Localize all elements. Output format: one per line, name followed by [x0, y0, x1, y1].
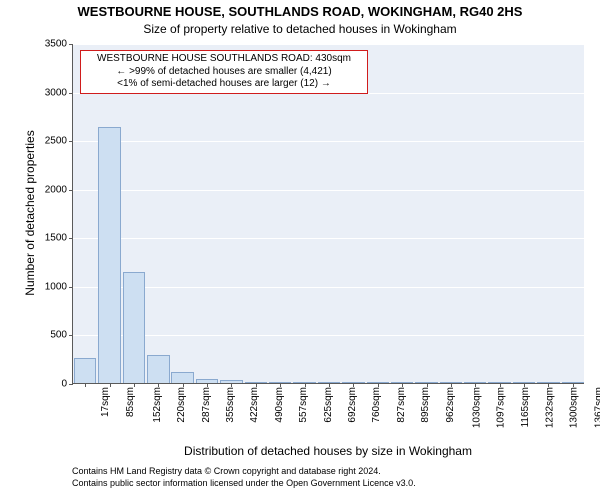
xtick-label: 1300sqm — [569, 387, 580, 428]
xtick-mark — [402, 383, 403, 387]
ytick-label: 2500 — [45, 136, 67, 147]
plot-wrap: 050010001500200025003000350017sqm85sqm15… — [72, 44, 584, 384]
xtick-mark — [305, 383, 306, 387]
annotation-box: WESTBOURNE HOUSE SOUTHLANDS ROAD: 430sqm… — [80, 50, 368, 94]
xtick-mark — [183, 383, 184, 387]
xtick-mark — [134, 383, 135, 387]
xtick-mark — [548, 383, 549, 387]
xtick-mark — [110, 383, 111, 387]
xtick-label: 220sqm — [176, 387, 187, 423]
gridline — [73, 44, 584, 45]
ytick-mark — [69, 44, 73, 45]
ytick-mark — [69, 335, 73, 336]
gridline — [73, 190, 584, 191]
xtick-mark — [256, 383, 257, 387]
xtick-label: 152sqm — [152, 387, 163, 423]
xtick-mark — [378, 383, 379, 387]
xtick-label: 422sqm — [249, 387, 260, 423]
xtick-mark — [427, 383, 428, 387]
xtick-label: 962sqm — [444, 387, 455, 423]
x-axis-title: Distribution of detached houses by size … — [72, 444, 584, 458]
xtick-label: 490sqm — [274, 387, 285, 423]
ytick-mark — [69, 238, 73, 239]
chart-container: { "title": "WESTBOURNE HOUSE, SOUTHLANDS… — [0, 0, 600, 500]
xtick-label: 1097sqm — [496, 387, 507, 428]
xtick-mark — [500, 383, 501, 387]
xtick-label: 85sqm — [125, 387, 136, 417]
xtick-mark — [524, 383, 525, 387]
xtick-label: 760sqm — [371, 387, 382, 423]
ytick-label: 1000 — [45, 281, 67, 292]
xtick-mark — [353, 383, 354, 387]
xtick-mark — [475, 383, 476, 387]
xtick-mark — [85, 383, 86, 387]
gridline — [73, 238, 584, 239]
footer-line-2: Contains public sector information licen… — [72, 478, 416, 488]
xtick-label: 692sqm — [347, 387, 358, 423]
ytick-mark — [69, 141, 73, 142]
gridline — [73, 335, 584, 336]
xtick-mark — [231, 383, 232, 387]
gridline — [73, 141, 584, 142]
bar — [147, 355, 169, 383]
xtick-mark — [280, 383, 281, 387]
chart-subtitle: Size of property relative to detached ho… — [0, 22, 600, 36]
bar — [74, 358, 96, 383]
ytick-mark — [69, 190, 73, 191]
bar — [123, 272, 145, 383]
xtick-label: 1165sqm — [520, 387, 531, 427]
xtick-mark — [329, 383, 330, 387]
xtick-label: 827sqm — [396, 387, 407, 423]
xtick-label: 625sqm — [322, 387, 333, 423]
ytick-mark — [69, 287, 73, 288]
ytick-label: 3000 — [45, 87, 67, 98]
xtick-mark — [207, 383, 208, 387]
xtick-label: 557sqm — [298, 387, 309, 423]
ytick-mark — [69, 93, 73, 94]
xtick-label: 355sqm — [225, 387, 236, 423]
annotation-line-3: <1% of semi-detached houses are larger (… — [85, 78, 363, 91]
ytick-label: 500 — [50, 330, 67, 341]
xtick-mark — [573, 383, 574, 387]
ytick-label: 3500 — [45, 39, 67, 50]
xtick-mark — [158, 383, 159, 387]
bar — [171, 372, 193, 383]
xtick-label: 17sqm — [100, 387, 111, 417]
xtick-label: 1367sqm — [593, 387, 600, 428]
ytick-label: 1500 — [45, 233, 67, 244]
y-axis-title: Number of detached properties — [23, 113, 37, 313]
ytick-mark — [69, 384, 73, 385]
plot-area: 050010001500200025003000350017sqm85sqm15… — [72, 44, 584, 384]
annotation-line-2: ← >99% of detached houses are smaller (4… — [85, 66, 363, 79]
xtick-label: 287sqm — [200, 387, 211, 423]
ytick-label: 2000 — [45, 184, 67, 195]
xtick-mark — [451, 383, 452, 387]
ytick-label: 0 — [61, 379, 67, 390]
chart-title: WESTBOURNE HOUSE, SOUTHLANDS ROAD, WOKIN… — [0, 4, 600, 20]
xtick-label: 1232sqm — [545, 387, 556, 428]
annotation-line-1: WESTBOURNE HOUSE SOUTHLANDS ROAD: 430sqm — [85, 53, 363, 66]
xtick-label: 1030sqm — [471, 387, 482, 428]
bar — [98, 127, 120, 383]
xtick-label: 895sqm — [420, 387, 431, 423]
gridline — [73, 287, 584, 288]
footer-line-1: Contains HM Land Registry data © Crown c… — [72, 466, 381, 476]
